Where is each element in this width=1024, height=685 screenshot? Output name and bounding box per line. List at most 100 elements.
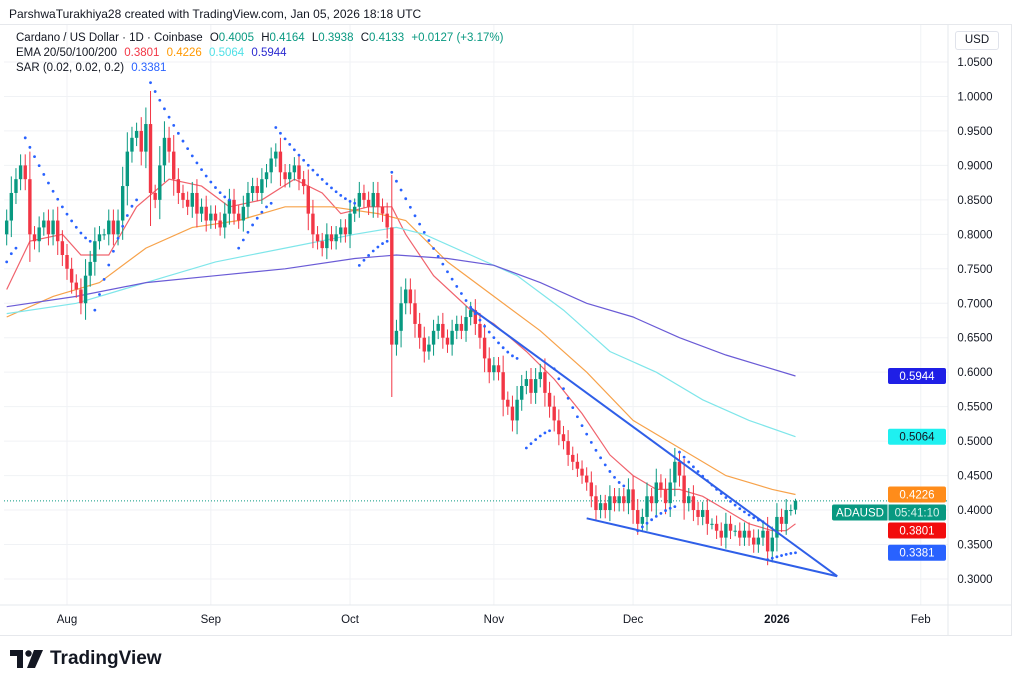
- sar-dot: [51, 189, 55, 193]
- tradingview-logo-text: TradingView: [50, 648, 162, 669]
- sar-dot: [589, 441, 593, 444]
- ema-label[interactable]: EMA 20/50/100/200: [16, 47, 118, 59]
- candle-down: [752, 537, 756, 545]
- sar-dot: [251, 223, 255, 227]
- sar-dot: [246, 230, 250, 234]
- sar-dot: [112, 249, 115, 253]
- candle-up: [158, 165, 162, 200]
- candle-down: [362, 192, 366, 200]
- tradingview-logo: TradingView: [10, 648, 162, 670]
- sar-dot: [344, 197, 347, 201]
- x-tick-label: Dec: [623, 614, 644, 626]
- ohlc-low: L0.3938: [311, 32, 354, 44]
- symbol-legend-row: Cardano / US Dollar · 1D · Coinbase O0.4…: [16, 31, 507, 46]
- candle-up: [431, 330, 436, 345]
- candle-up: [260, 179, 264, 193]
- price-change: +0.0127 (+3.17%): [411, 32, 504, 44]
- candle-up: [700, 510, 705, 517]
- candle-up: [352, 206, 357, 214]
- sar-dot: [599, 456, 602, 460]
- candle-down: [111, 220, 116, 235]
- candle-down: [213, 213, 218, 221]
- sar-dot: [260, 210, 264, 214]
- sar-dot: [724, 496, 728, 499]
- candle-down: [747, 530, 751, 538]
- candle-down: [278, 151, 283, 173]
- candle-up: [88, 261, 92, 276]
- sar-dot: [422, 231, 426, 234]
- sar-dot: [153, 90, 157, 93]
- candle-up: [227, 199, 232, 214]
- sar-dot: [562, 387, 565, 391]
- candle-up: [348, 213, 352, 235]
- candle-down: [473, 310, 478, 324]
- sar-dot: [376, 245, 380, 249]
- symbol-title[interactable]: Cardano / US Dollar · 1D · Coinbase: [16, 32, 203, 44]
- sar-dot: [408, 205, 412, 209]
- candle-down: [306, 186, 310, 214]
- ema20-value: 0.3801: [124, 47, 160, 59]
- candle-down: [580, 468, 584, 476]
- trendline-upper[interactable]: [470, 307, 838, 578]
- sar-dot: [130, 204, 134, 208]
- candle-up: [775, 516, 779, 538]
- sar-dot: [149, 81, 152, 85]
- candle-up: [292, 165, 297, 173]
- candle-up: [199, 206, 204, 214]
- candle-down: [56, 220, 60, 242]
- sar-dot: [176, 131, 180, 135]
- sar-dot: [158, 98, 162, 102]
- sar-dot: [88, 239, 92, 243]
- currency-selector[interactable]: USD: [955, 31, 999, 50]
- candle-up: [357, 192, 362, 207]
- sar-dot: [436, 255, 440, 258]
- candle-down: [566, 441, 570, 455]
- sar-dot: [93, 308, 97, 312]
- ema-legend-row: EMA 20/50/100/200 0.3801 0.4226 0.5064 0…: [16, 46, 507, 61]
- candle-down: [478, 323, 482, 338]
- candle-down: [631, 489, 635, 511]
- sar-dot: [743, 510, 746, 514]
- sar-dot: [107, 263, 111, 267]
- candle-up: [264, 172, 269, 180]
- sar-dot: [738, 507, 742, 510]
- candle-down: [636, 510, 640, 524]
- sar-dot: [9, 252, 13, 256]
- sar-dot: [794, 551, 797, 555]
- price-badge: [888, 486, 946, 503]
- sar-dot: [371, 249, 375, 253]
- candle-up: [789, 510, 793, 512]
- sar-dot: [404, 197, 408, 201]
- candle-down: [612, 496, 617, 504]
- sar-dot: [654, 514, 658, 518]
- sar-dot: [65, 212, 69, 216]
- candle-up: [125, 151, 130, 187]
- candle-down: [589, 482, 594, 497]
- sar-dot: [622, 484, 626, 488]
- candle-up: [673, 461, 677, 483]
- candle-up: [18, 165, 23, 180]
- candle-down: [329, 234, 334, 242]
- candle-up: [144, 124, 148, 152]
- candle-up: [116, 220, 120, 235]
- candle-up: [533, 379, 538, 393]
- sar-dot: [135, 198, 139, 202]
- candle-down: [148, 124, 153, 193]
- price-badge-label: 0.4226: [899, 489, 934, 501]
- sar-dot: [292, 148, 296, 152]
- sar-dot: [673, 505, 677, 508]
- sar-dot: [209, 180, 213, 184]
- sar-label[interactable]: SAR (0.02, 0.02, 0.2): [16, 62, 125, 74]
- candle-down: [506, 399, 510, 407]
- sar-dot: [204, 174, 208, 178]
- sar-dot: [228, 198, 231, 202]
- candle-down: [172, 151, 176, 180]
- candle-down: [74, 282, 78, 290]
- sar-dot: [84, 236, 87, 240]
- y-tick-label: 0.4000: [957, 505, 992, 517]
- sar-dot: [167, 115, 171, 119]
- sar-dot: [218, 191, 222, 195]
- trendline-lower[interactable]: [586, 517, 838, 578]
- price-badge-label: 0.5064: [899, 432, 935, 444]
